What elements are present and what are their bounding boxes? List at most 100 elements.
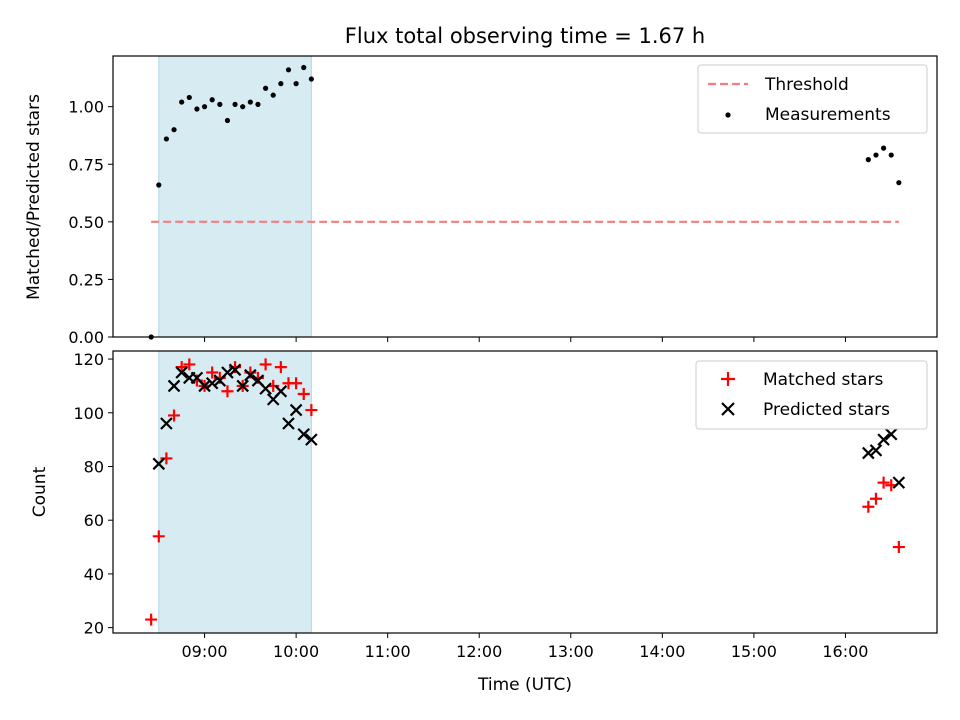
top-axes-frame (112, 55, 938, 338)
top-legend: Threshold Measurements (697, 64, 928, 134)
bottom-axes-frame (112, 350, 938, 634)
predicted-star-point (869, 444, 883, 457)
legend-measurements-swatch (725, 112, 731, 118)
top-ytick-label: 0.00 (68, 328, 104, 347)
predicted-star-point (862, 446, 875, 460)
measurement-point (865, 157, 871, 163)
measurement-point (278, 81, 284, 87)
predicted-star-point (282, 417, 295, 430)
matched-star-point (862, 500, 875, 513)
matched-star-point (892, 541, 905, 554)
measurement-point (896, 180, 902, 186)
matched-star-point (290, 377, 303, 390)
bottom-xtick-label: 14:00 (639, 642, 685, 661)
matched-star-point (221, 385, 234, 398)
measurement-point (209, 97, 215, 103)
bottom-ytick-label: 60 (84, 511, 104, 530)
bottom-xtick-label: 11:00 (365, 642, 411, 661)
measurement-point (293, 81, 299, 87)
matched-star-point (152, 530, 165, 543)
matched-star-point (145, 613, 158, 626)
bottom-xtick-label: 13:00 (548, 642, 594, 661)
bottom-ytick-label: 80 (84, 457, 104, 476)
measurement-point (217, 101, 223, 107)
predicted-star-point (884, 427, 898, 441)
top-ytick-label: 0.25 (68, 270, 104, 289)
top-panel: 0.00 0.25 0.50 0.75 1.00 Matched/Predicted s… (24, 55, 938, 347)
predicted-star-point (244, 368, 257, 382)
matched-star-point (206, 366, 219, 379)
predicted-star-point (305, 433, 318, 446)
predicted-star-point (259, 382, 272, 395)
top-ytick-label: 1.00 (68, 98, 104, 117)
predicted-star-point (198, 379, 211, 393)
predicted-star-point (221, 366, 234, 379)
bottom-ytick-label: 20 (84, 619, 104, 638)
measurement-point (232, 101, 238, 107)
predicted-star-point (228, 363, 242, 377)
measurement-point (285, 67, 292, 73)
bottom-xtick-label: 12:00 (456, 642, 502, 661)
bottom-ytick-label: 100 (73, 404, 104, 423)
legend-predicted-label: Predicted stars (763, 400, 890, 420)
bottom-legend: Matched stars Predicted stars (695, 360, 928, 430)
predicted-star-point (205, 376, 219, 390)
bottom-xlabel: Time (UTC) (477, 675, 572, 695)
measurement-point (270, 92, 276, 98)
measurement-point (224, 117, 231, 124)
measurement-point (240, 104, 246, 110)
measurement-point (163, 136, 170, 142)
legend-measurements-label: Measurements (765, 105, 891, 125)
top-ytick-label: 0.75 (68, 155, 104, 174)
measurement-point (301, 64, 307, 71)
measurement-point (308, 76, 314, 82)
predicted-star-point (289, 403, 303, 417)
bottom-ytick-label: 120 (73, 350, 104, 369)
measurement-point (880, 145, 887, 151)
predicted-star-point (274, 385, 288, 398)
top-ytick-label: 0.50 (68, 213, 104, 232)
bottom-legend-box (695, 360, 928, 430)
measurement-point (888, 152, 894, 158)
bottom-xtick-label: 10:00 (273, 642, 319, 661)
matched-star-point (869, 492, 882, 505)
predicted-star-point (877, 433, 890, 446)
matched-star-point (160, 452, 173, 465)
measurement-point (179, 99, 185, 105)
measurement-point (247, 99, 253, 105)
predicted-star-point (175, 366, 188, 379)
bottom-xtick-label: 09:00 (182, 642, 228, 661)
predicted-star-point (297, 427, 311, 441)
matched-star-point (297, 387, 310, 400)
measurement-point (171, 127, 177, 133)
matched-star-point (305, 404, 318, 417)
chart-title: Flux total observing time = 1.67 h (345, 24, 705, 48)
measurement-point (156, 182, 162, 188)
bottom-observing-span (158, 350, 312, 634)
bottom-panel: 20 40 60 80 100 120 09:00 10:00 11:00 12:00 13:00… (30, 350, 938, 695)
top-observing-span (158, 55, 312, 338)
bottom-xtick-label: 16:00 (822, 642, 868, 661)
matched-star-point (259, 358, 272, 371)
predicted-star-point (160, 417, 173, 430)
measurement-point (186, 94, 192, 101)
predicted-star-point (236, 379, 249, 393)
measurement-point (201, 104, 208, 110)
legend-threshold-label: Threshold (764, 75, 849, 95)
predicted-star-point (892, 476, 906, 489)
top-ylabel: Matched/Predicted stars (24, 94, 44, 300)
predicted-star-point (167, 379, 181, 393)
legend-matched-label: Matched stars (763, 370, 883, 390)
bottom-xtick-label: 15:00 (731, 642, 777, 661)
matched-star-point (274, 361, 287, 374)
measurement-point (255, 101, 261, 107)
bottom-ytick-label: 40 (84, 565, 104, 584)
matched-star-point (183, 358, 196, 371)
legend-matched-swatch (721, 372, 735, 386)
top-legend-box (697, 64, 928, 134)
measurement-point (262, 85, 269, 91)
measurement-point (873, 152, 879, 158)
bottom-ylabel: Count (30, 466, 50, 517)
legend-predicted-swatch (721, 402, 735, 416)
